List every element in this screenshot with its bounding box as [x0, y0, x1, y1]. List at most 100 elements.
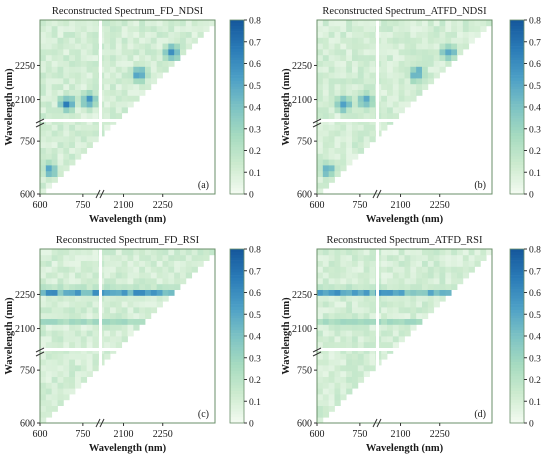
heatmap-cell: [63, 49, 70, 56]
heatmap-cell: [69, 107, 76, 114]
heatmap-cell: [115, 95, 123, 102]
heatmap-cell: [92, 43, 99, 50]
colorbar-swatch: [230, 165, 244, 169]
colorbar-swatch: [510, 170, 524, 174]
heatmap-cell: [92, 312, 99, 319]
heatmap-cell: [317, 365, 324, 372]
heatmap-cell: [40, 370, 47, 377]
heatmap-cell: [468, 254, 475, 261]
heatmap-cell: [398, 278, 405, 285]
heatmap-cell: [334, 370, 341, 377]
heatmap-cell: [404, 307, 411, 314]
heatmap-cell: [156, 20, 163, 27]
heatmap-cell: [57, 20, 64, 27]
colorbar-swatch: [230, 31, 244, 35]
heatmap-cell: [51, 101, 58, 108]
heatmap-cell: [352, 124, 359, 131]
heatmap-cell: [40, 301, 47, 308]
heatmap-cell: [57, 359, 64, 366]
heatmap-cell: [328, 388, 335, 395]
heatmap-cell: [340, 278, 347, 285]
heatmap-cell: [328, 78, 335, 85]
heatmap-cell: [363, 301, 370, 308]
heatmap-cell: [156, 266, 163, 273]
heatmap-cell: [392, 260, 400, 267]
heatmap-cell: [115, 83, 123, 90]
heatmap-cell: [75, 254, 82, 261]
heatmap-cell: [334, 330, 341, 337]
heatmap-cell: [317, 153, 324, 160]
heatmap-cell: [162, 31, 169, 38]
heatmap-cell: [133, 254, 140, 261]
heatmap-cell: [115, 272, 123, 279]
heatmap-cell: [392, 330, 400, 337]
heatmap-cell: [427, 254, 435, 261]
heatmap-cell: [427, 266, 435, 273]
colorbar-tick-label: 0.3: [529, 354, 541, 364]
heatmap-cell: [145, 43, 152, 50]
heatmap-cell: [352, 49, 359, 56]
heatmap-cell: [363, 49, 370, 56]
heatmap-cell: [357, 112, 365, 119]
heatmap-cell: [69, 370, 76, 377]
heatmap-cell: [427, 37, 435, 44]
heatmap-cell: [69, 260, 76, 267]
heatmap-cell: [86, 136, 93, 143]
heatmap-cell: [127, 330, 134, 337]
heatmap-cell: [110, 249, 117, 256]
heatmap-cell: [462, 20, 470, 27]
heatmap-cell: [334, 130, 341, 137]
heatmap-cell: [462, 31, 470, 38]
colorbar-swatch: [510, 75, 524, 79]
heatmap-cell: [328, 307, 335, 314]
heatmap-cell: [486, 249, 493, 256]
heatmap-cell: [340, 20, 347, 27]
heatmap-cell: [340, 78, 347, 85]
heatmap-cell: [328, 365, 335, 372]
heatmap-cell: [51, 394, 58, 401]
heatmap-cell: [352, 112, 359, 119]
heatmap-cell: [191, 260, 198, 267]
heatmap-cell: [75, 249, 82, 256]
heatmap-cell: [404, 66, 411, 73]
heatmap-cell: [57, 399, 64, 406]
heatmap-cell: [352, 60, 359, 67]
heatmap-cell: [162, 60, 169, 67]
heatmap-cell: [346, 141, 353, 148]
colorbar-swatch: [230, 347, 244, 351]
heatmap-cell: [433, 66, 440, 73]
heatmap-cell: [445, 43, 452, 50]
heatmap-cell: [174, 43, 181, 50]
colorbar-swatch: [510, 191, 524, 195]
colorbar-swatch: [510, 278, 524, 282]
heatmap-cell: [75, 353, 82, 360]
heatmap-cell: [40, 254, 47, 261]
y-axis-break-gap: [317, 348, 492, 351]
heatmap-cell: [51, 141, 58, 148]
heatmap-cell: [133, 25, 140, 32]
heatmap-cell: [69, 83, 76, 90]
heatmap-cell: [387, 72, 394, 79]
heatmap-cell: [328, 43, 335, 50]
heatmap-cell: [63, 20, 70, 27]
x-axis-label: Wavelength (nm): [366, 214, 444, 225]
colorbar-swatch: [510, 365, 524, 369]
heatmap-cell: [80, 307, 88, 314]
heatmap-cell: [340, 101, 347, 108]
colorbar-swatch: [230, 121, 244, 125]
heatmap-cell: [45, 89, 53, 96]
heatmap-cell: [40, 43, 47, 50]
heatmap-cell: [427, 20, 435, 27]
chart-title: Reconstructed Spectrum_FD_NDSI: [52, 6, 204, 17]
heatmap-cell: [168, 266, 175, 273]
heatmap-cell: [334, 295, 341, 302]
heatmap-cell: [352, 136, 359, 143]
heatmap-cell: [51, 249, 58, 256]
heatmap-cell: [127, 43, 134, 50]
heatmap-cell: [110, 37, 117, 44]
heatmap-cell: [392, 95, 400, 102]
colorbar-swatch: [510, 49, 524, 53]
colorbar-swatch: [230, 170, 244, 174]
heatmap-cell: [433, 43, 440, 50]
colorbar-swatch: [510, 315, 524, 319]
